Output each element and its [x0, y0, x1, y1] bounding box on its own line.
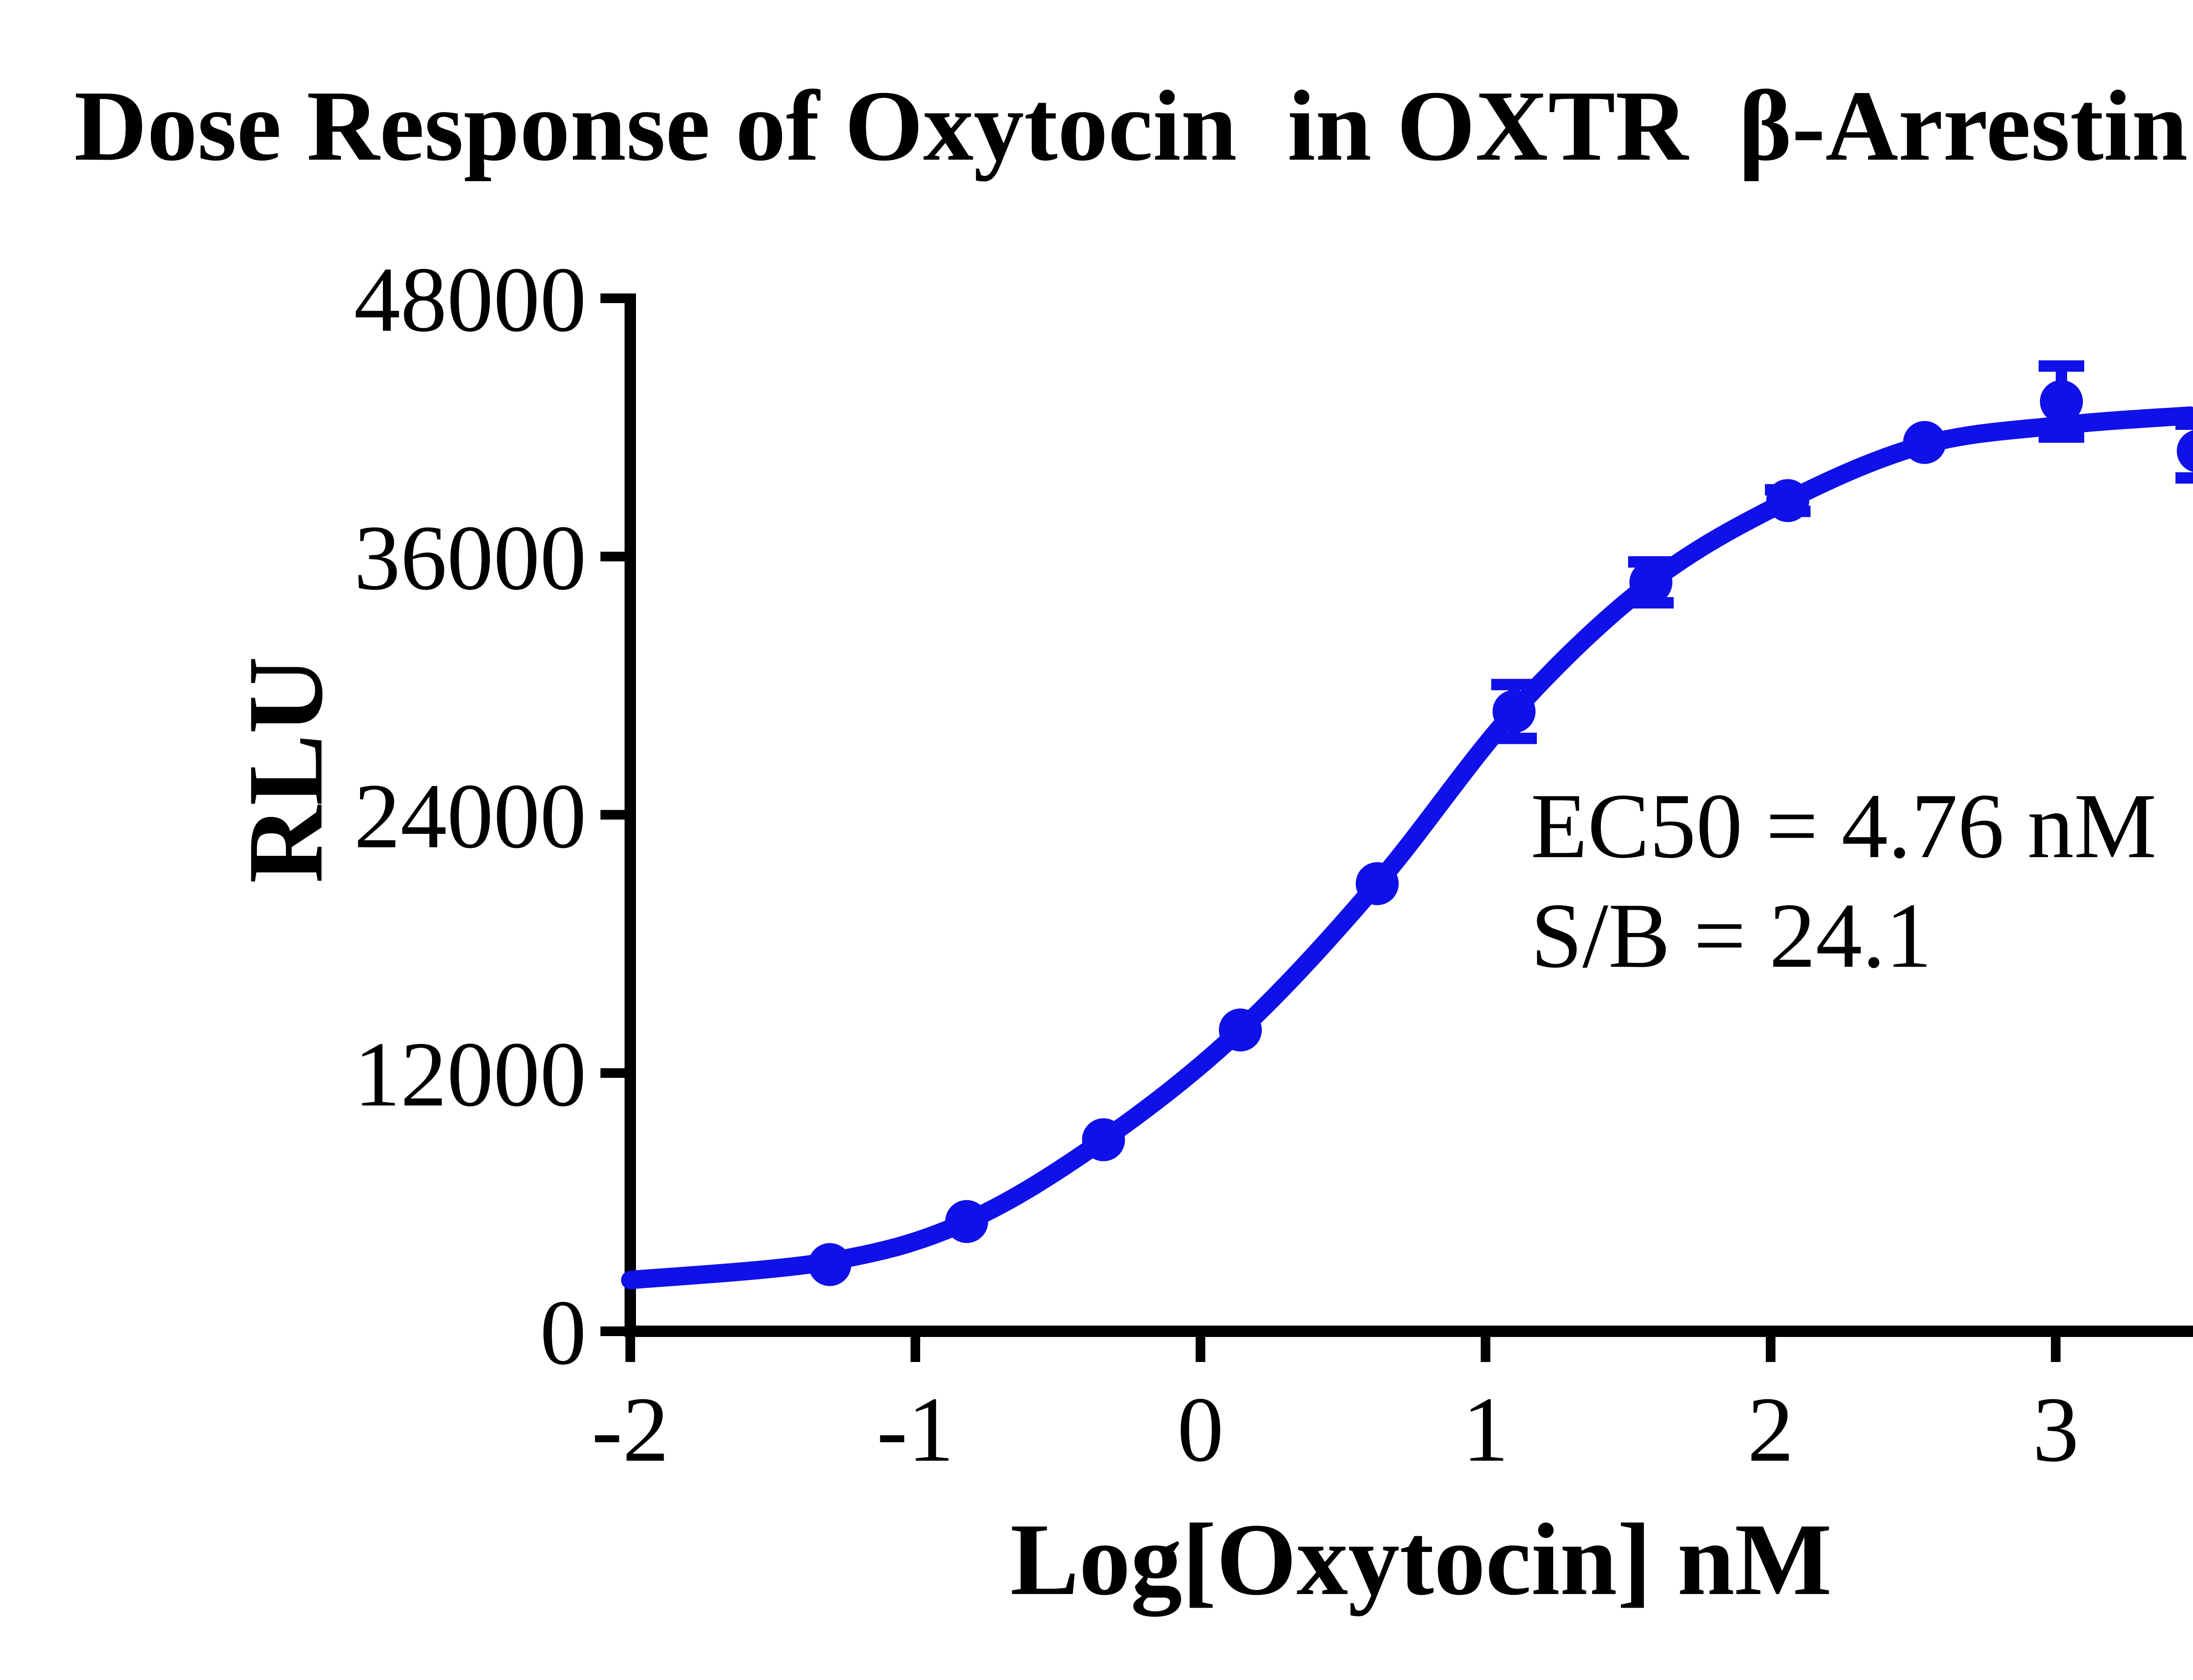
data-point — [945, 1200, 988, 1243]
x-tick-label: 0 — [1177, 1378, 1224, 1481]
x-tick-label: -2 — [592, 1378, 669, 1481]
x-tick-label: 2 — [1747, 1378, 1794, 1481]
y-tick-label: 48000 — [354, 248, 586, 351]
data-point — [1082, 1118, 1125, 1162]
annotation-sb: S/B = 24.1 — [1531, 884, 1932, 987]
data-point — [2177, 430, 2193, 472]
data-point — [1903, 421, 1946, 464]
annotation-block: EC50 = 4.76 nM S/B = 24.1 — [1531, 771, 2157, 990]
data-point — [808, 1243, 851, 1286]
x-tick-label: -1 — [877, 1378, 954, 1481]
x-tick-label: 1 — [1462, 1378, 1509, 1481]
y-tick-label: 24000 — [354, 765, 586, 868]
chart-title: Dose Response of Oxytocin in OXTR β-Arre… — [74, 70, 2188, 182]
x-tick-label: 3 — [2032, 1378, 2079, 1481]
data-point — [1493, 690, 1536, 733]
y-tick-label: 12000 — [354, 1022, 586, 1126]
annotation-ec50: EC50 = 4.76 nM — [1531, 774, 2157, 877]
x-axis-title: Log[Oxytocin] nM — [1010, 1502, 1832, 1616]
data-point — [1219, 1008, 1262, 1052]
y-tick-label: 0 — [540, 1281, 586, 1384]
data-point — [1356, 862, 1399, 905]
data-point — [1629, 561, 1672, 604]
data-point — [1766, 479, 1809, 522]
data-point — [2040, 380, 2083, 423]
y-tick-label: 36000 — [354, 506, 586, 609]
